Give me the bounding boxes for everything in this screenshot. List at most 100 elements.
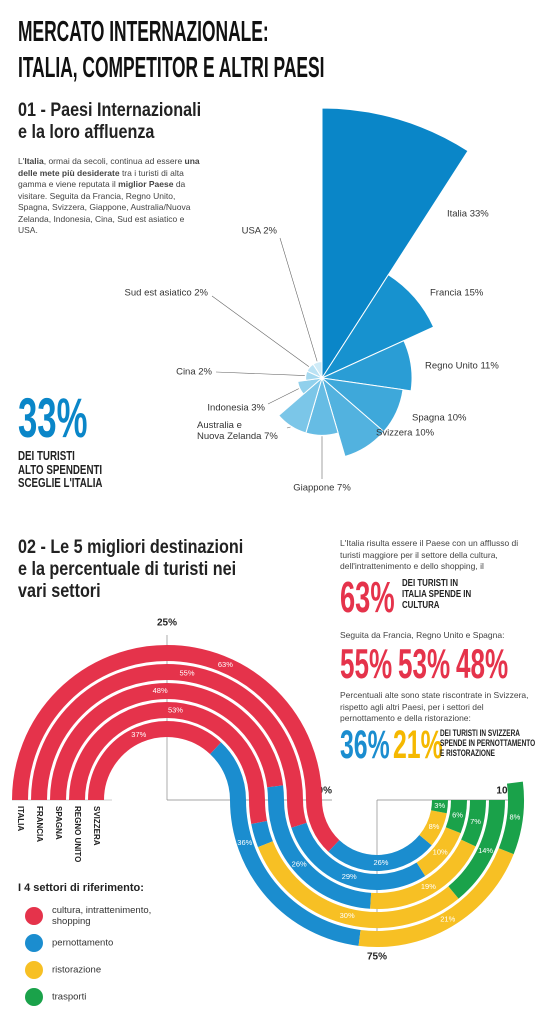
arc-segment bbox=[430, 799, 448, 814]
value-label: 53% bbox=[168, 705, 183, 714]
value-label: 37% bbox=[131, 730, 146, 739]
rose-label: Giappone 7% bbox=[293, 483, 351, 494]
bold-text: una delle mete più desiderate bbox=[18, 156, 200, 178]
highlight-caption: DEI TURISTI ALTO SPENDENTI SCEGLIE L'ITA… bbox=[18, 449, 103, 490]
section-heading: 01 - Paesi Internazionali e la loro affl… bbox=[18, 100, 202, 143]
rose-value: 11% bbox=[480, 360, 499, 372]
rose-value: 7% bbox=[264, 431, 278, 442]
arc-segment bbox=[12, 645, 340, 852]
value-label: 3% bbox=[434, 801, 445, 810]
rose-label: Spagna 10% bbox=[412, 413, 466, 424]
rose-label: Cina 2% bbox=[176, 367, 212, 378]
arc-segment bbox=[88, 721, 222, 801]
value-label: 10% bbox=[433, 847, 448, 856]
rose-label: Indonesia 3% bbox=[207, 403, 265, 414]
rose-value: 3% bbox=[251, 402, 265, 414]
text: da visitare. Seguita da Francia, Regno U… bbox=[18, 179, 191, 235]
arc-segment bbox=[251, 820, 273, 848]
legend-label: trasporti bbox=[52, 991, 87, 1003]
swiss-text: Percentuali alte sono state riscontrate … bbox=[340, 690, 529, 723]
rose-value: 15% bbox=[464, 287, 484, 299]
rose-label: Svizzera 10% bbox=[376, 428, 434, 439]
leader-line bbox=[211, 295, 310, 367]
arc-segment bbox=[416, 826, 461, 876]
category-label: REGNO UNITO bbox=[73, 806, 82, 862]
text: L' bbox=[18, 156, 25, 166]
value-label: 7% bbox=[470, 817, 481, 826]
value-label: 36% bbox=[237, 838, 252, 847]
value-label: 19% bbox=[421, 882, 436, 891]
rose-label: Regno Unito 11% bbox=[425, 361, 499, 372]
leader-line bbox=[286, 426, 291, 429]
rose-wedge bbox=[321, 376, 385, 458]
legend-label: ristorazione bbox=[52, 964, 102, 976]
rose-value: 10% bbox=[415, 427, 435, 439]
value-label: 6% bbox=[452, 810, 463, 819]
legend-marker bbox=[25, 961, 43, 979]
rose-wedge bbox=[320, 339, 413, 392]
rose-value: 2% bbox=[194, 287, 208, 299]
section-paragraph: L'Italia, ormai da secoli, continua ad e… bbox=[18, 156, 206, 237]
value-label: 29% bbox=[342, 872, 357, 881]
value-label: 55% bbox=[180, 669, 195, 678]
value-label: 21% bbox=[440, 915, 455, 924]
rose-category: Spagna bbox=[412, 412, 445, 424]
rose-category: Sud est asiatico bbox=[124, 287, 192, 299]
leader-line bbox=[267, 388, 299, 405]
arc-segment bbox=[419, 809, 447, 846]
rose-wedge bbox=[278, 376, 323, 434]
text: , ormai da secoli, continua ad essere bbox=[43, 156, 185, 166]
rose-category: Italia bbox=[447, 208, 468, 220]
rose-label: Italia 33% bbox=[447, 209, 489, 220]
rose-value: 7% bbox=[337, 482, 351, 494]
rose-category: Regno Unito bbox=[425, 360, 478, 372]
rose-category: Cina bbox=[176, 366, 196, 378]
value-label: 14% bbox=[478, 846, 493, 855]
legend-marker bbox=[25, 988, 43, 1006]
value-label: 8% bbox=[429, 822, 440, 831]
text: tra i turisti di alta gamma e viene repu… bbox=[18, 167, 184, 190]
section-heading: 02 - Le 5 migliori destinazioni e la per… bbox=[18, 537, 244, 602]
legend-marker bbox=[25, 934, 43, 952]
arc-segment bbox=[31, 664, 307, 828]
arc-segment bbox=[328, 834, 432, 871]
arc-segment bbox=[69, 702, 268, 824]
stat-value: 53% bbox=[398, 640, 451, 687]
bold-text: Italia bbox=[24, 156, 44, 166]
stat-value: 36% bbox=[340, 723, 390, 767]
rose-wedge bbox=[321, 107, 469, 380]
rose-category: Giappone bbox=[293, 482, 335, 494]
rose-category: USA bbox=[241, 225, 261, 237]
stat-value: 63% bbox=[340, 573, 395, 622]
arc-segment bbox=[461, 799, 486, 847]
rose-category: Francia bbox=[430, 287, 462, 299]
rose-value: 2% bbox=[198, 366, 212, 378]
rose-wedge bbox=[312, 361, 323, 380]
value-label: 8% bbox=[509, 812, 520, 821]
value-label: 48% bbox=[153, 686, 168, 695]
arc-segment bbox=[50, 683, 284, 801]
legend-title: I 4 settori di riferimento: bbox=[18, 882, 144, 894]
leader-line bbox=[215, 371, 305, 376]
tick-label: 75% bbox=[367, 952, 387, 963]
rose-value: 10% bbox=[447, 412, 467, 424]
rose-label: Sud est asiatico 2% bbox=[125, 288, 208, 299]
arc-segment bbox=[267, 785, 372, 909]
arc-segment bbox=[498, 781, 524, 855]
stat-value: 21% bbox=[393, 723, 443, 767]
value-label: 26% bbox=[292, 859, 307, 868]
category-label: SVIZZERA bbox=[92, 806, 101, 846]
category-label: SPAGNA bbox=[54, 806, 63, 840]
arc-segment bbox=[445, 799, 467, 834]
followers-text: Seguita da Francia, Regno Unito e Spagna… bbox=[340, 630, 505, 640]
rose-label: Australia e Nuova Zelanda 7% bbox=[197, 420, 278, 442]
value-label: 26% bbox=[373, 858, 388, 867]
value-label: 63% bbox=[218, 660, 233, 669]
arc-segment bbox=[370, 839, 476, 909]
stat-caption: DEI TURISTI IN SVIZZERA SPENDE IN PERNOT… bbox=[440, 728, 536, 758]
stat-value: 55% bbox=[340, 640, 393, 687]
rose-category: Indonesia bbox=[207, 402, 249, 414]
page-title: MERCATO INTERNAZIONALE: ITALIA, COMPETIT… bbox=[18, 16, 325, 84]
highlight-value: 33% bbox=[18, 386, 88, 449]
